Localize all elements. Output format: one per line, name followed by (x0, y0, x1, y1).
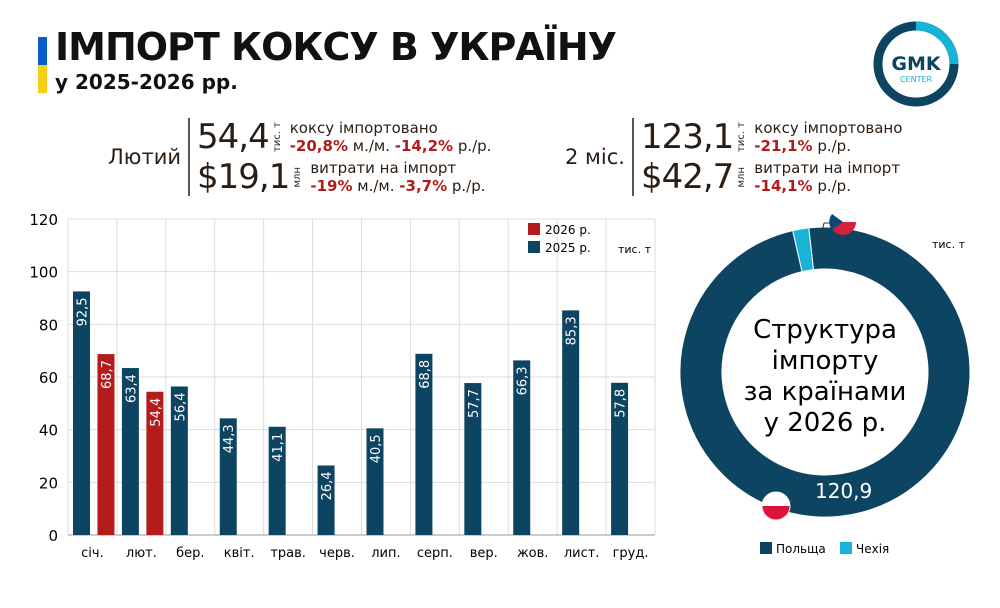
monthly-import-bar-chart: 0 20 40 60 80 100 120 січ. 92,5 68,7 лют. 63,4 54,4 б… (29, 211, 656, 561)
y-tick-label: 40 (39, 422, 58, 440)
bar-2025 р. (415, 353, 433, 535)
bar-value-label: 54,4 (149, 398, 164, 427)
bar-2025 р. (317, 465, 335, 535)
bar-value-label: 66,3 (516, 366, 531, 395)
legend-label: Польща (776, 542, 826, 556)
x-tick-label: груд. (613, 546, 649, 561)
x-tick-label: січ. (81, 546, 104, 561)
y-tick-label: 120 (29, 211, 58, 229)
x-tick-label: бер. (176, 546, 204, 561)
ytd-cost: $42,7 (640, 157, 734, 197)
bar-value-label: 68,7 (100, 360, 115, 389)
legend-swatch (760, 542, 772, 554)
donut-slice-Чехія (792, 227, 815, 273)
legend-swatch (528, 223, 540, 235)
poland-flag-icon (762, 492, 790, 506)
bar-2025 р. (121, 368, 139, 535)
czech-flag-icon (829, 214, 843, 230)
ytd-volume-label: коксу імпортовано (754, 119, 903, 137)
x-tick-label: лист. (564, 546, 600, 561)
bar-2025 р. (170, 386, 188, 535)
bar-2025 р. (366, 428, 384, 535)
page-subtitle: у 2025-2026 рр. (55, 70, 238, 94)
bar-2025 р. (464, 383, 482, 535)
ytd-volume-changes: -21,1% р./р. (754, 137, 851, 155)
feb-cost-changes: -19% м./м. -3,7% р./р. (310, 177, 486, 195)
bar-2025 р. (73, 291, 90, 535)
bar-2025 р. (268, 426, 286, 535)
donut-title-line: Структура (753, 315, 897, 345)
feb-volume-changes: -20,8% м./м. -14,2% р./р. (289, 137, 492, 155)
unit-label: тис. т (618, 243, 652, 256)
bar-value-label: 57,7 (467, 389, 482, 418)
donut-slice-Польща (680, 226, 971, 518)
svg-text:GMK: GMK (891, 53, 942, 75)
bar-value-label: 92,5 (76, 297, 91, 326)
legend-label: Чехія (856, 542, 889, 556)
bar-2025 р. (513, 360, 531, 535)
bar-value-label: 85,3 (565, 316, 580, 345)
ytd-cost-changes: -14,1% р./р. (754, 177, 851, 195)
divider (188, 118, 190, 196)
x-tick-label: лип. (371, 546, 400, 561)
bar-2026 р. (146, 391, 164, 535)
feb-period: Лютий (108, 145, 181, 169)
feb-volume-label: коксу імпортовано (289, 119, 438, 137)
bar-value-label: 57,8 (614, 389, 629, 418)
unit-label: тис. т (932, 238, 966, 251)
bar-value-label: 40,5 (369, 434, 384, 463)
ytd-stats: 2 міс. 123,1 тис. т коксу імпортовано -2… (565, 118, 902, 196)
legend-label: 2026 р. (545, 223, 591, 237)
feb-cost: $19,1 (197, 157, 290, 197)
donut-title-line: імпорту (772, 346, 879, 376)
y-tick-label: 80 (39, 316, 58, 334)
y-tick-label: 20 (39, 474, 58, 492)
x-tick-label: жов. (517, 546, 548, 561)
bar-value-label: 26,4 (320, 471, 335, 500)
svg-text:CENTER: CENTER (900, 75, 933, 84)
bar-2025 р. (219, 418, 237, 535)
feb-volume-unit: тис. т (271, 121, 283, 152)
x-tick-label: квіт. (224, 546, 255, 561)
ytd-volume-unit: тис. т (736, 121, 748, 152)
y-tick-label: 0 (48, 527, 58, 545)
feb-cost-unit: млн (292, 166, 304, 188)
bar-value-label: 44,3 (222, 424, 237, 453)
bar-value-label: 68,8 (418, 360, 433, 389)
y-tick-label: 60 (39, 369, 58, 387)
ukraine-flag-bar (38, 37, 47, 93)
gmk-logo: GMK CENTER (873, 21, 959, 107)
slice-value-label: 120,9 (815, 479, 872, 503)
bar-value-label: 56,4 (173, 392, 188, 421)
bar-2026 р. (97, 354, 115, 535)
x-tick-label: лют. (126, 546, 157, 561)
x-tick-label: трав. (270, 546, 306, 561)
bar-2025 р. (562, 310, 580, 535)
legend-swatch (840, 542, 852, 554)
feb-volume: 54,4 (197, 117, 270, 157)
ytd-cost-label: витрати на імпорт (754, 159, 901, 177)
bar-value-label: 63,4 (124, 374, 139, 403)
bar-value-label: 41,1 (271, 433, 286, 462)
x-tick-label: черв. (319, 546, 355, 561)
donut-title-line: у 2026 р. (764, 408, 887, 438)
ytd-volume: 123,1 (640, 117, 734, 157)
page-title: ІМПОРТ КОКСУ В УКРАЇНУ (55, 25, 617, 69)
legend-label: 2025 р. (545, 241, 591, 255)
ytd-cost-unit: млн (736, 166, 748, 188)
y-tick-label: 100 (29, 264, 58, 282)
bar-2025 р. (611, 382, 629, 535)
legend-swatch (528, 241, 540, 253)
leader-line (817, 222, 825, 249)
feb-cost-label: витрати на імпорт (310, 159, 457, 177)
x-tick-label: серп. (417, 546, 453, 561)
feb-stats: Лютий 54,4 тис. т коксу імпортовано -20,… (108, 118, 491, 196)
divider (631, 118, 634, 196)
x-tick-label: вер. (470, 546, 498, 561)
ytd-period: 2 міс. (565, 145, 625, 169)
donut-title-line: за країнами (744, 377, 907, 407)
